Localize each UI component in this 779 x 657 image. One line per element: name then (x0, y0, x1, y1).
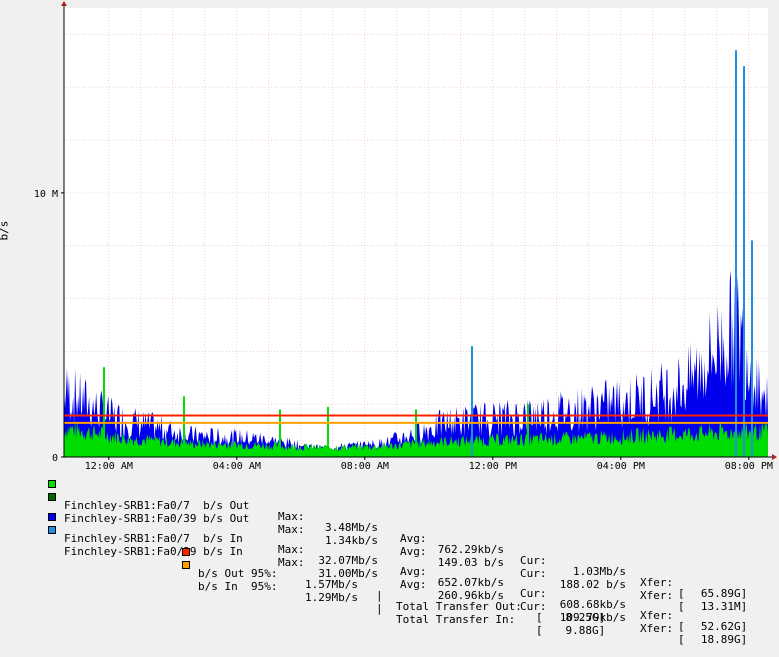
y-axis-arrow (61, 1, 67, 6)
x-tick-label: 12:00 PM (469, 461, 517, 472)
legend-avg-label: Avg: (400, 532, 427, 545)
legend-max-value: 3.48Mb/s (325, 521, 378, 534)
legend-xfer-value: 18.89G (700, 633, 741, 646)
x-tick-label: 04:00 AM (213, 461, 261, 472)
legend-xfer-value: 65.89G (700, 587, 741, 600)
legend-avg-label: Avg: (400, 578, 427, 591)
legend-swatch (48, 493, 56, 501)
legend-xfer-label: Xfer: (640, 622, 674, 635)
legend-row-in-fa039: Finchley-SRB1:Fa0/39 b/s In Max: 31.00Mb… (48, 524, 747, 645)
legend-avg-value: 149.03 b/s (437, 556, 504, 569)
total-transfer-value: 8.25G (565, 611, 599, 624)
legend-series-name: Finchley-SRB1:Fa0/39 b/s In (64, 545, 243, 558)
percentile-value: 1.57Mb/s (305, 578, 358, 591)
plot-area (64, 8, 768, 457)
legend-series-name: Finchley-SRB1:Fa0/39 b/s Out (64, 512, 250, 525)
total-transfer-label: Total Transfer Out: (396, 600, 522, 613)
legend-max-value: 31.00Mb/s (318, 567, 378, 580)
legend-xfer-value: 52.62G (700, 620, 741, 633)
legend-swatch (182, 548, 190, 556)
legend-swatch (182, 561, 190, 569)
legend-max-label: Max: (278, 510, 305, 523)
legend-xfer-label: Xfer: (640, 576, 674, 589)
percentile-value: 1.29Mb/s (305, 591, 358, 604)
legend-separator: | (376, 589, 383, 602)
legend-avg-value: 652.07kb/s (437, 576, 504, 589)
total-transfer-label: Total Transfer In: (396, 613, 516, 626)
legend-avg-label: Avg: (400, 565, 427, 578)
legend-series-name: Finchley-SRB1:Fa0/7 b/s In (64, 532, 243, 545)
legend-cur-value: 188.02 b/s (559, 578, 626, 591)
legend-max-value: 32.07Mb/s (318, 554, 378, 567)
traffic-chart: 0 10 M 12:00 AM 04:00 AM 08:00 AM 12:00 PM 04:… (34, 1, 777, 472)
legend-xfer-value: 13.31M (700, 600, 741, 613)
y-tick-label: 10 M (34, 189, 58, 200)
legend-row-out-95th: b/s Out 95%: 1.57Mb/s | Total Transfer O… (182, 546, 605, 623)
legend-cur-label: Cur: (520, 567, 547, 580)
total-transfer-value: 9.88G (565, 624, 599, 637)
legend-separator: | (376, 602, 383, 615)
legend-row-in-95th: b/s In 95%: 1.29Mb/s | Total Transfer In… (182, 559, 605, 636)
legend-swatch (48, 513, 56, 521)
legend-cur-value: 1.03Mb/s (573, 565, 626, 578)
legend-row-out-fa039: Finchley-SRB1:Fa0/39 b/s Out Max: 1.34kb… (48, 491, 747, 612)
series-out-fa07-area (64, 420, 768, 457)
legend-row-out-fa07: Finchley-SRB1:Fa0/7 b/s Out Max: 3.48Mb/… (48, 478, 747, 599)
legend-avg-label: Avg: (400, 545, 427, 558)
legend-cur-label: Cur: (520, 587, 547, 600)
x-tick-label: 08:00 AM (341, 461, 389, 472)
legend-max-value: 1.34kb/s (325, 534, 378, 547)
y-axis-title: b/s (0, 220, 11, 241)
x-axis-arrow (772, 454, 777, 460)
percentile-label: b/s Out 95%: (198, 567, 278, 580)
legend-max-label: Max: (278, 523, 305, 536)
legend-cur-value: 608.68kb/s (559, 598, 626, 611)
legend-avg-value: 762.29kb/s (437, 543, 504, 556)
legend-row-in-fa07: Finchley-SRB1:Fa0/7 b/s In Max: 32.07Mb/… (48, 511, 747, 632)
x-tick-label: 08:00 PM (725, 461, 773, 472)
legend-swatch (48, 480, 56, 488)
legend-series-name: Finchley-SRB1:Fa0/7 b/s Out (64, 499, 250, 512)
legend-cur-label: Cur: (520, 600, 547, 613)
x-tick-label: 04:00 PM (597, 461, 645, 472)
legend-xfer-label: Xfer: (640, 589, 674, 602)
y-tick-label: 0 (52, 453, 58, 464)
percentile-label: b/s In 95%: (198, 580, 278, 593)
legend-max-label: Max: (278, 543, 305, 556)
x-tick-label: 12:00 AM (85, 461, 133, 472)
legend-cur-label: Cur: (520, 554, 547, 567)
legend-avg-value: 260.96kb/s (437, 589, 504, 602)
legend-max-label: Max: (278, 556, 305, 569)
series-in-fa07-area (64, 270, 768, 457)
legend-swatch (48, 526, 56, 534)
legend-xfer-label: Xfer: (640, 609, 674, 622)
